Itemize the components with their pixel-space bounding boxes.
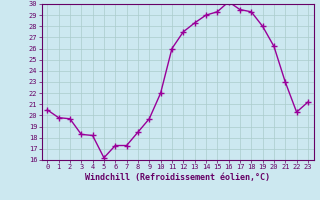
X-axis label: Windchill (Refroidissement éolien,°C): Windchill (Refroidissement éolien,°C)	[85, 173, 270, 182]
